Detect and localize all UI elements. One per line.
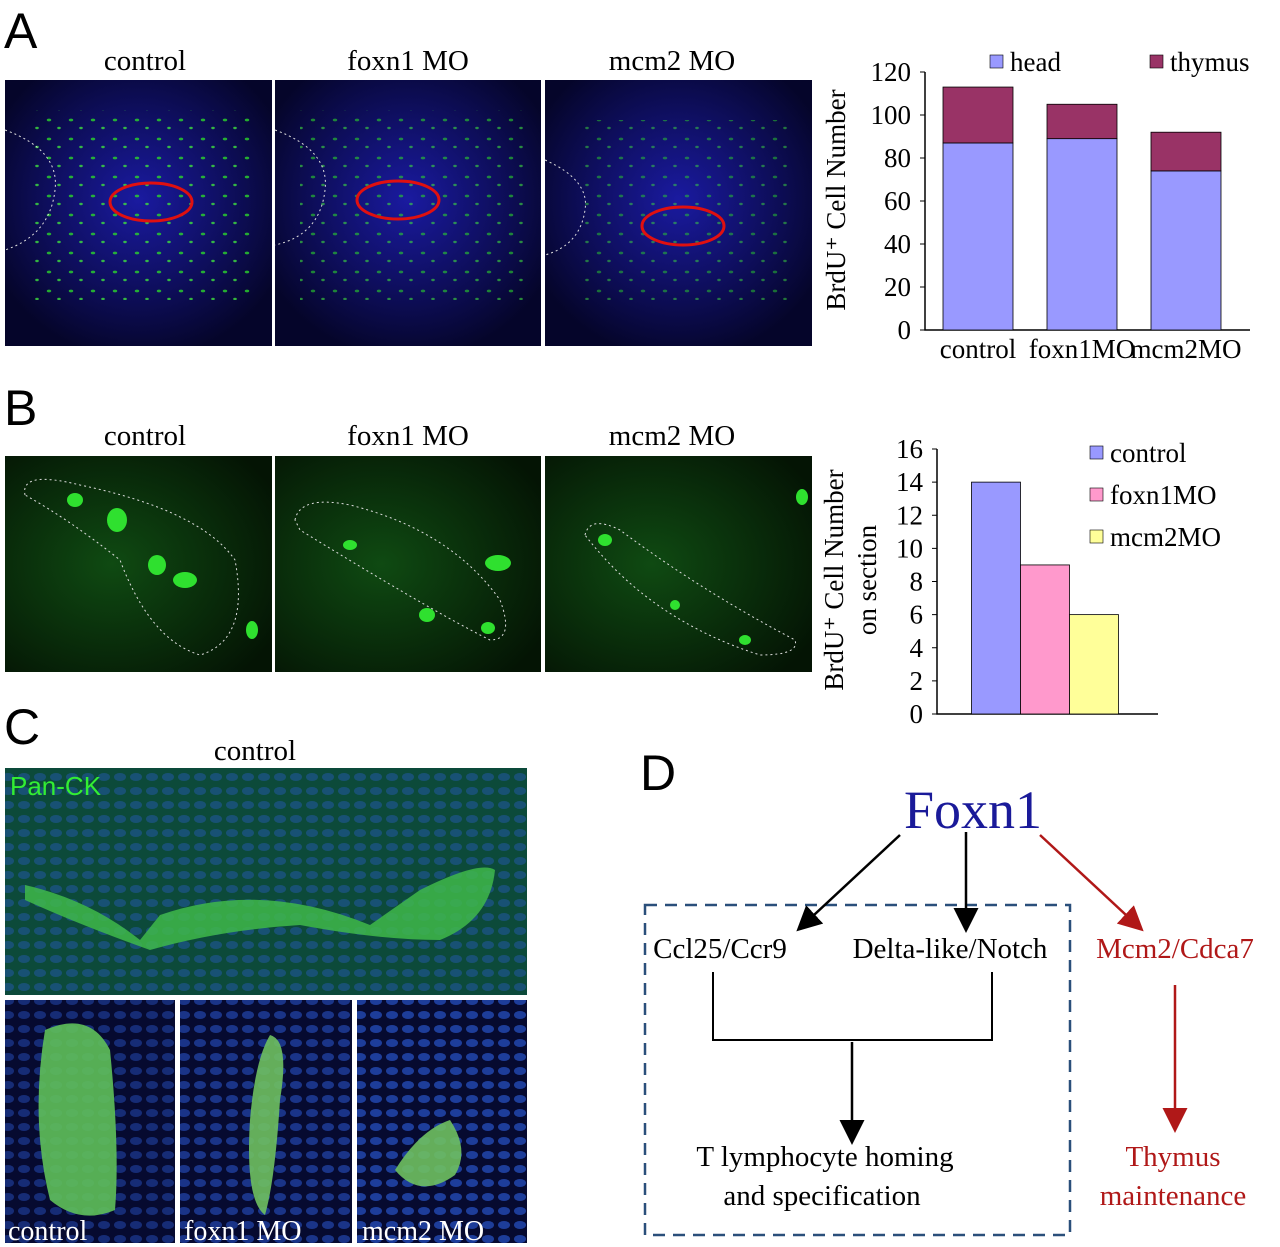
stain-label: Pan-CK: [10, 771, 102, 801]
legend-swatch: [1089, 487, 1104, 502]
bar-segment: [1046, 138, 1118, 331]
y-tick-label: 8: [910, 567, 924, 597]
legend-swatch: [1089, 445, 1104, 460]
image-label: mcm2 MO: [609, 45, 735, 77]
bar-segment: [942, 86, 1014, 144]
panel-b-images: [5, 456, 812, 672]
diagram-node: Ccl25/Ccr9: [653, 933, 787, 965]
legend-label: control: [1110, 438, 1186, 468]
panel-a-images: [4, 80, 812, 346]
y-tick-label: 16: [896, 434, 923, 464]
diagram-outcome: Thymus: [1125, 1141, 1220, 1173]
bar: [1020, 564, 1070, 715]
panel-letter: A: [4, 3, 38, 59]
image-label: foxn1 MO: [184, 1216, 301, 1247]
image-label: control: [104, 420, 186, 452]
panel-letter: B: [4, 380, 37, 436]
x-tick-label: foxn1MO: [1029, 334, 1136, 364]
y-tick-label: 6: [910, 600, 924, 630]
y-tick-label: 100: [871, 100, 912, 130]
legend-label: head: [1010, 47, 1061, 77]
image-label: control: [8, 1216, 88, 1247]
y-tick-label: 0: [910, 699, 924, 729]
legend-label: mcm2MO: [1110, 522, 1221, 552]
legend-swatch: [989, 54, 1004, 69]
bar: [971, 481, 1021, 715]
panel-letter: D: [640, 745, 676, 801]
diagram-outcome: and specification: [723, 1180, 921, 1212]
x-tick-label: mcm2MO: [1131, 334, 1242, 364]
diagram-node: Delta-like/Notch: [853, 933, 1048, 965]
bar-segment: [1046, 103, 1118, 140]
y-tick-label: 4: [910, 633, 924, 663]
image-label: control: [104, 45, 186, 77]
y-tick-label: 2: [910, 666, 924, 696]
y-tick-label: 80: [884, 143, 911, 173]
legend-label: foxn1MO: [1110, 480, 1217, 510]
diagram-node: Mcm2/Cdca7: [1096, 933, 1254, 965]
image-label: mcm2 MO: [609, 420, 735, 452]
y-axis-label: on section: [852, 524, 882, 635]
y-tick-label: 120: [871, 57, 912, 87]
image-label: foxn1 MO: [347, 45, 469, 77]
bar-segment: [942, 142, 1014, 331]
bar-segment: [1150, 170, 1222, 331]
image-label: foxn1 MO: [347, 420, 469, 452]
y-axis-label: BrdU⁺ Cell Number: [821, 89, 851, 310]
diagram-outcome: maintenance: [1100, 1180, 1247, 1212]
y-tick-label: 10: [896, 533, 923, 563]
diagram-root: Foxn1: [904, 780, 1042, 840]
y-axis-label: BrdU⁺ Cell Number: [819, 469, 849, 690]
x-tick-label: control: [940, 334, 1016, 364]
y-tick-label: 14: [896, 467, 924, 497]
bar: [1069, 614, 1119, 715]
y-tick-label: 12: [896, 500, 923, 530]
panel-c-images: [5, 768, 527, 1243]
panel-letter: C: [4, 699, 40, 755]
panel-title: control: [214, 735, 296, 767]
legend-swatch: [1089, 529, 1104, 544]
y-tick-label: 20: [884, 272, 911, 302]
diagram-outcome: T lymphocyte homing: [696, 1141, 953, 1173]
legend-label: thymus: [1170, 47, 1250, 77]
image-label: mcm2 MO: [362, 1216, 484, 1247]
bar-segment: [1150, 131, 1222, 172]
y-tick-label: 0: [898, 315, 912, 345]
legend-swatch: [1149, 54, 1164, 69]
diagram: [643, 832, 1188, 1237]
y-tick-label: 60: [884, 186, 911, 216]
y-tick-label: 40: [884, 229, 911, 259]
